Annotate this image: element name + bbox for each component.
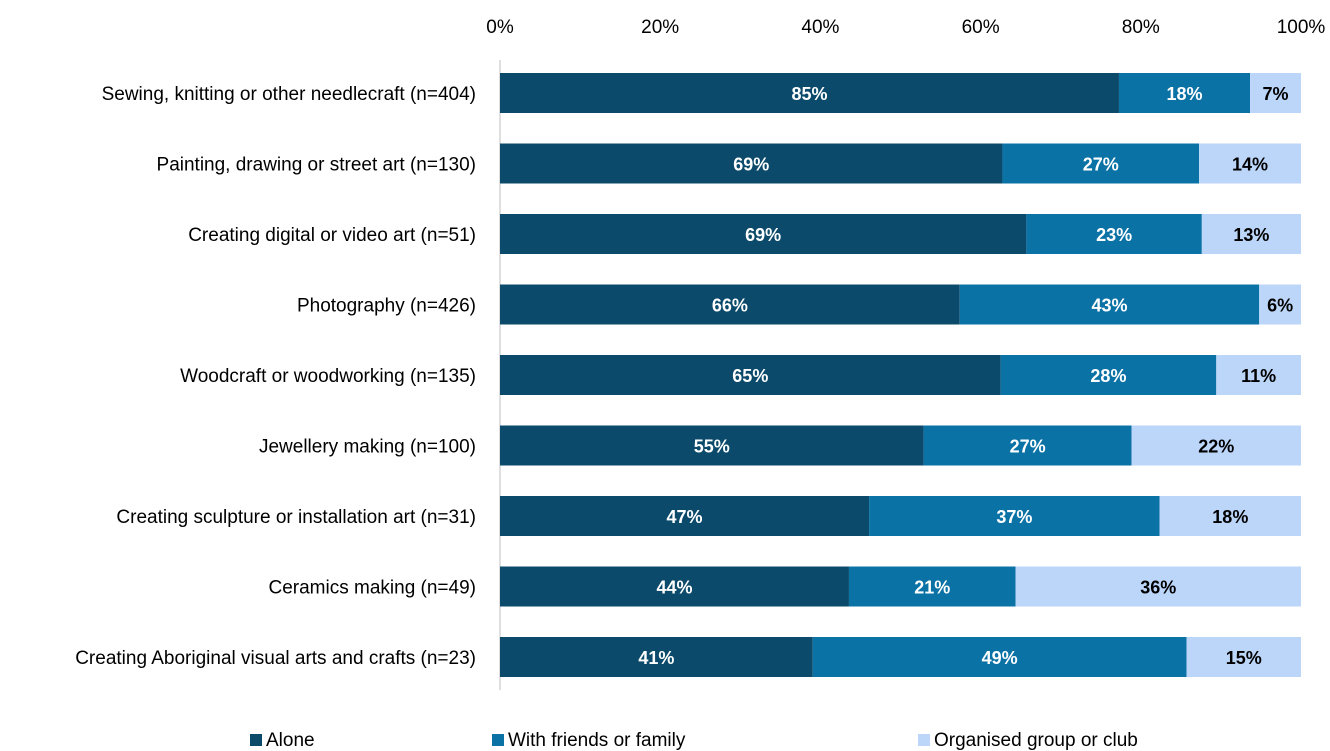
data-label: 43%: [1091, 296, 1127, 316]
data-label: 28%: [1090, 366, 1126, 386]
bar-segment: [923, 425, 1132, 466]
data-label: 18%: [1212, 507, 1248, 527]
data-label: 49%: [982, 648, 1018, 668]
data-label: 18%: [1166, 84, 1202, 104]
legend-label: Organised group or club: [934, 730, 1138, 751]
legend: Alone With friends or family Organised gro…: [250, 730, 1138, 751]
data-label: 37%: [996, 507, 1032, 527]
bar-segment: [1201, 214, 1301, 254]
bar-segment: [500, 214, 1027, 254]
category-label: Ceramics making (n=49): [269, 578, 477, 599]
data-label: 23%: [1096, 225, 1132, 245]
bar-segment: [500, 637, 813, 677]
category-label: Photography (n=426): [297, 296, 476, 317]
category-label: Woodcraft or woodworking (n=135): [180, 366, 476, 387]
data-label: 21%: [914, 578, 950, 598]
category-label: Creating digital or video art (n=51): [188, 225, 476, 246]
legend-swatch: [918, 734, 930, 746]
bar-segment: [848, 566, 1016, 607]
category-label: Painting, drawing or street art (n=130): [157, 155, 476, 176]
data-label: 15%: [1226, 648, 1262, 668]
x-tick-label: 80%: [1122, 17, 1160, 38]
bar-segment: [1118, 73, 1251, 113]
bar-segment: [500, 143, 1003, 184]
data-label: 69%: [745, 225, 781, 245]
bar-segment: [959, 284, 1260, 325]
bar-segment: [1002, 143, 1200, 184]
bar-segment: [500, 496, 870, 536]
x-tick-label: 100%: [1277, 17, 1326, 38]
category-label: Sewing, knitting or other needlecraft (n…: [102, 84, 476, 105]
bar-segment: [500, 425, 924, 466]
legend-label: With friends or family: [508, 730, 686, 751]
bar-segment: [869, 496, 1160, 536]
category-labels: Sewing, knitting or other needlecraft (n…: [75, 84, 476, 669]
bars: 85% 18% 7% 69% 27% 14% 69% 23% 13% 66% 43% 6% 65% 28%…: [500, 73, 1301, 677]
data-label: 41%: [638, 648, 674, 668]
bar-segment: [500, 284, 960, 325]
x-tick-label: 60%: [962, 17, 1000, 38]
bar-segment: [1026, 214, 1202, 254]
bar-segment: [1186, 637, 1301, 677]
bar-segment: [1131, 425, 1301, 466]
legend-swatch: [492, 734, 504, 746]
bar-segment: [500, 73, 1119, 113]
x-tick-label: 40%: [801, 17, 839, 38]
data-label: 85%: [791, 84, 827, 104]
x-tick-label: 0%: [486, 17, 514, 38]
data-label: 69%: [733, 155, 769, 175]
x-axis-ticks: 0% 20% 40% 60% 80% 100%: [486, 17, 1325, 38]
data-label: 27%: [1010, 437, 1046, 457]
legend-label: Alone: [266, 730, 315, 751]
data-label: 22%: [1198, 437, 1234, 457]
data-label: 65%: [732, 366, 768, 386]
bar-segment: [1259, 284, 1301, 325]
data-label: 11%: [1241, 366, 1276, 386]
bar-segment: [1216, 355, 1301, 395]
bar-segment: [1199, 143, 1301, 184]
legend-swatch: [250, 734, 262, 746]
category-label: Jewellery making (n=100): [259, 437, 476, 458]
data-label: 36%: [1140, 578, 1176, 598]
bar-segment: [1000, 355, 1217, 395]
bar-segment: [500, 566, 849, 607]
data-label: 13%: [1233, 225, 1269, 245]
bar-segment: [812, 637, 1187, 677]
x-tick-label: 20%: [641, 17, 679, 38]
data-label: 14%: [1232, 155, 1268, 175]
bar-segment: [1250, 73, 1301, 113]
data-label: 7%: [1263, 84, 1289, 104]
data-label: 6%: [1267, 296, 1293, 316]
bar-segment: [1015, 566, 1301, 607]
category-label: Creating sculpture or installation art (…: [116, 507, 476, 528]
bar-segment: [500, 355, 1001, 395]
category-label: Creating Aboriginal visual arts and craf…: [75, 648, 476, 669]
data-label: 55%: [694, 437, 730, 457]
data-label: 47%: [667, 507, 703, 527]
data-label: 27%: [1083, 155, 1119, 175]
bar-segment: [1159, 496, 1301, 536]
data-label: 44%: [656, 578, 692, 598]
data-label: 66%: [712, 296, 748, 316]
